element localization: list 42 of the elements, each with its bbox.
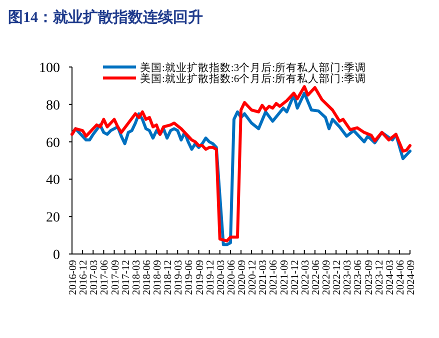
x-tick-label: 2017-09	[110, 260, 122, 295]
x-tick-label: 2021-09	[279, 260, 290, 295]
x-tick-label: 2023-06	[353, 260, 364, 295]
x-tick-label: 2022-06	[310, 260, 322, 295]
x-tick-label: 2019-06	[184, 260, 196, 295]
x-tick-label: 2016-09	[68, 260, 79, 295]
y-tick-label: 80	[46, 98, 60, 114]
x-tick-label: 2018-09	[152, 260, 164, 295]
x-tick-label: 2021-12	[290, 260, 301, 295]
x-tick-label: 2016-12	[78, 260, 90, 295]
legend-label: 美国:就业扩散指数:6个月后:所有私人部门:季调	[140, 72, 366, 85]
chart-title: 图14：就业扩散指数连续回升	[8, 8, 203, 26]
x-tick-label: 2024-03	[384, 260, 396, 295]
y-tick-label: 20	[46, 210, 60, 226]
y-tick-label: 60	[46, 136, 60, 151]
x-tick-label: 2020-03	[216, 260, 227, 295]
x-tick-label: 2017-03	[89, 260, 100, 295]
x-tick-label: 2021-06	[268, 260, 280, 295]
x-tick-label: 2019-09	[194, 260, 206, 295]
x-tick-label: 2022-09	[322, 260, 332, 295]
x-tick-label: 2023-03	[342, 260, 354, 295]
x-tick-label: 2019-03	[174, 260, 185, 295]
x-tick-label: 2020-06	[226, 260, 238, 295]
x-tick-label: 2024-06	[395, 260, 406, 295]
x-tick-label: 2022-03	[300, 260, 312, 295]
x-tick-label: 2022-12	[332, 260, 344, 295]
x-tick-label: 2021-03	[258, 260, 270, 295]
x-tick-label: 2023-12	[374, 260, 386, 295]
x-tick-label: 2018-12	[163, 260, 174, 295]
x-tick-label: 2017-06	[100, 260, 111, 295]
x-tick-label: 2023-09	[364, 260, 375, 295]
y-tick-label: 40	[46, 173, 60, 188]
y-tick-label: 100	[39, 61, 60, 76]
x-tick-label: 2018-03	[131, 260, 142, 295]
x-tick-label: 2020-12	[248, 260, 259, 295]
x-tick-label: 2024-09	[406, 260, 417, 295]
x-tick-label: 2018-06	[142, 260, 153, 295]
y-tick-label: 0	[53, 248, 60, 263]
x-tick-label: 2019-12	[205, 260, 216, 295]
x-tick-label: 2017-12	[120, 260, 132, 295]
x-tick-label: 2020-09	[237, 260, 248, 295]
legend-label: 美国:就业扩散指数:3个月后:所有私人部门:季调	[140, 61, 366, 74]
